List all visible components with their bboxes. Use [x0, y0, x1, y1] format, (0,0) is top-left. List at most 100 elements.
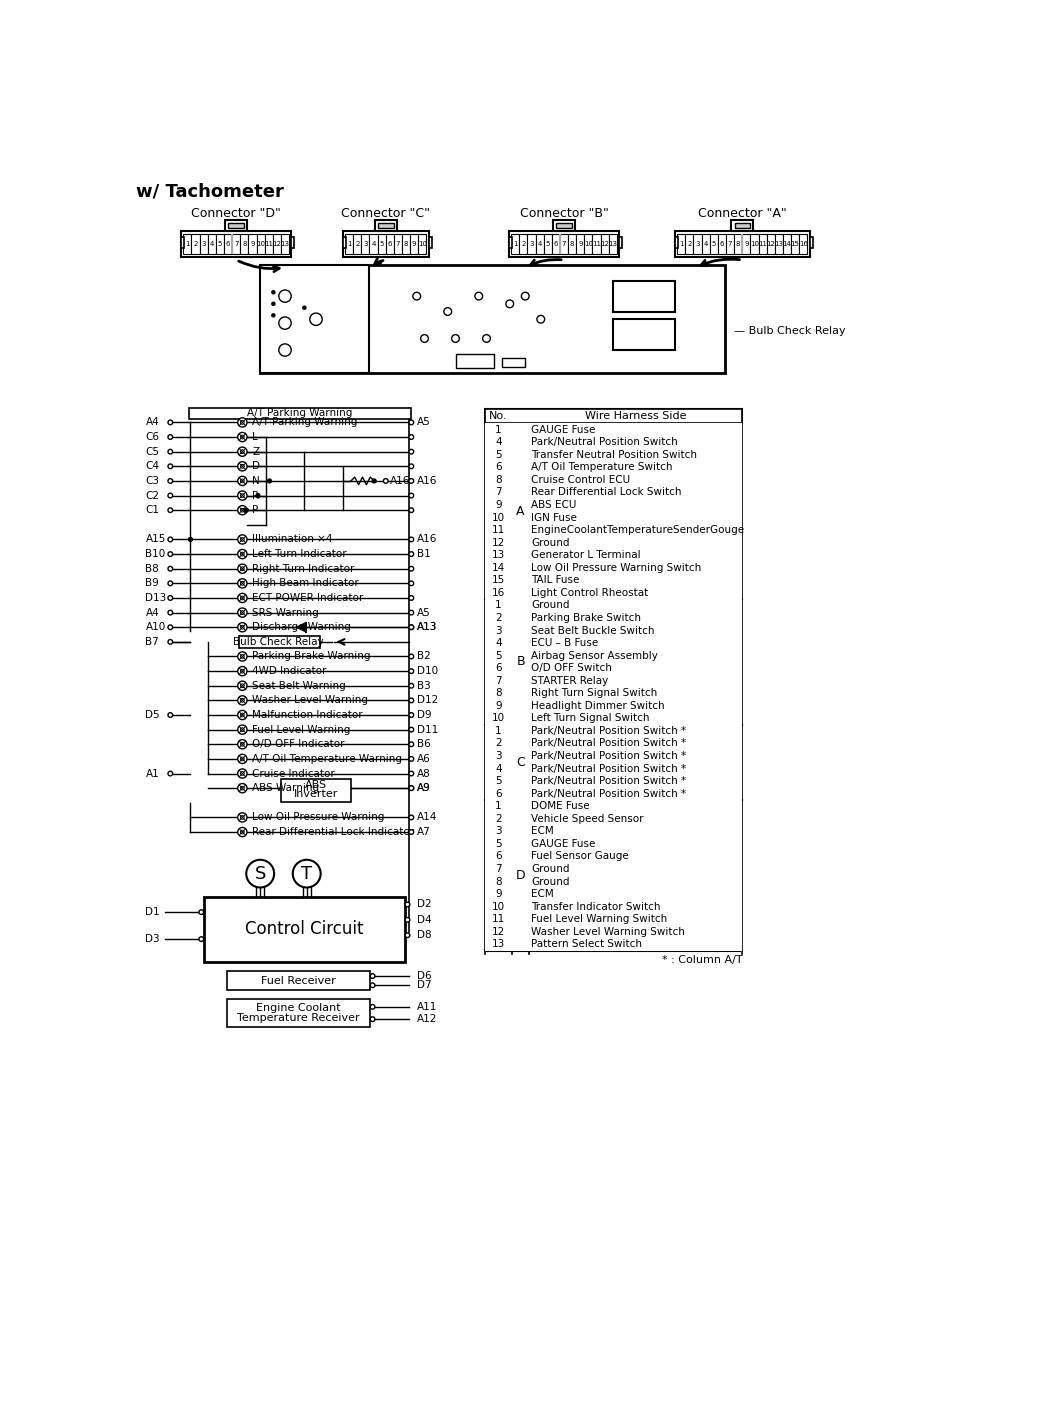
Circle shape: [271, 290, 275, 294]
Text: TAIL Fuse: TAIL Fuse: [531, 575, 580, 585]
Bar: [734, 234, 743, 254]
Circle shape: [409, 464, 414, 469]
Bar: [181, 237, 184, 248]
Bar: [791, 234, 799, 254]
Text: 7: 7: [495, 864, 502, 874]
Text: — Bulb Check Relay: — Bulb Check Relay: [734, 325, 847, 335]
Text: 4: 4: [495, 437, 502, 447]
Circle shape: [246, 859, 275, 888]
Circle shape: [240, 816, 244, 819]
Text: 6: 6: [720, 241, 724, 247]
Bar: [361, 234, 369, 254]
Text: 9: 9: [251, 241, 255, 247]
Circle shape: [409, 713, 414, 717]
Bar: [260, 265, 369, 373]
Text: Parking Brake Warning: Parking Brake Warning: [253, 651, 371, 661]
Text: 13: 13: [281, 241, 289, 247]
Text: Ground: Ground: [531, 600, 570, 610]
Bar: [584, 234, 593, 254]
Circle shape: [168, 596, 173, 600]
Circle shape: [168, 479, 173, 483]
Circle shape: [240, 538, 244, 541]
Bar: [810, 237, 813, 248]
Text: Right Turn Signal Switch: Right Turn Signal Switch: [531, 688, 657, 699]
Text: D8: D8: [417, 930, 432, 940]
Text: 2: 2: [521, 241, 525, 247]
Text: 12: 12: [272, 241, 281, 247]
Circle shape: [240, 465, 244, 468]
Circle shape: [256, 493, 260, 497]
Text: 5: 5: [546, 241, 550, 247]
Text: Washer Level Warning Switch: Washer Level Warning Switch: [531, 927, 685, 937]
Text: 12: 12: [766, 241, 775, 247]
Text: Park/Neutral Position Switch *: Park/Neutral Position Switch *: [531, 726, 686, 735]
Bar: [702, 234, 709, 254]
Text: Seat Belt Buckle Switch: Seat Belt Buckle Switch: [531, 626, 655, 635]
Bar: [378, 234, 386, 254]
Circle shape: [409, 610, 414, 614]
Text: T: T: [302, 865, 312, 882]
Text: Z: Z: [253, 447, 260, 457]
Text: C: C: [516, 755, 525, 769]
Text: A/T Oil Temperature Switch: A/T Oil Temperature Switch: [531, 462, 673, 472]
Circle shape: [244, 509, 249, 511]
Text: B3: B3: [417, 681, 431, 690]
Text: IGN Fuse: IGN Fuse: [531, 513, 577, 523]
Text: B9: B9: [146, 578, 159, 589]
Bar: [485, 624, 743, 637]
Circle shape: [238, 769, 248, 778]
Circle shape: [384, 479, 388, 483]
Bar: [386, 234, 394, 254]
Bar: [485, 926, 743, 938]
Text: D10: D10: [417, 666, 438, 676]
Text: A9: A9: [417, 783, 431, 793]
Text: 5: 5: [711, 241, 716, 247]
Text: D: D: [253, 461, 260, 471]
Bar: [183, 234, 191, 254]
Bar: [238, 635, 320, 648]
Text: D13: D13: [146, 593, 166, 603]
Text: Park/Neutral Position Switch *: Park/Neutral Position Switch *: [531, 789, 686, 799]
Bar: [485, 938, 743, 951]
Bar: [485, 862, 743, 875]
Circle shape: [238, 652, 248, 661]
Bar: [677, 234, 685, 254]
Bar: [799, 234, 807, 254]
Circle shape: [238, 579, 248, 588]
Text: 5: 5: [380, 241, 384, 247]
Bar: [734, 223, 750, 228]
Circle shape: [168, 537, 173, 541]
Text: 8: 8: [736, 241, 740, 247]
Text: ECM: ECM: [531, 889, 554, 899]
Text: Connector "A": Connector "A": [698, 207, 786, 220]
Text: w/ Tachometer: w/ Tachometer: [136, 183, 284, 201]
Bar: [249, 234, 257, 254]
Bar: [485, 800, 743, 813]
Circle shape: [409, 566, 414, 571]
Text: A12: A12: [417, 1014, 437, 1024]
Bar: [485, 688, 743, 699]
Text: Wire Harness Side: Wire Harness Side: [584, 411, 686, 421]
Bar: [229, 223, 244, 228]
Text: 11: 11: [264, 241, 274, 247]
Bar: [264, 234, 272, 254]
Bar: [485, 737, 743, 750]
Text: A: A: [516, 504, 525, 517]
Text: 2: 2: [687, 241, 692, 247]
Bar: [231, 234, 233, 254]
Circle shape: [238, 754, 248, 764]
Circle shape: [240, 509, 244, 511]
Text: Discharge Warning: Discharge Warning: [253, 623, 352, 633]
Bar: [685, 234, 694, 254]
Circle shape: [168, 610, 173, 614]
Bar: [485, 599, 743, 612]
Circle shape: [240, 435, 244, 438]
Circle shape: [409, 449, 414, 454]
Text: 8: 8: [404, 241, 409, 247]
Circle shape: [505, 300, 514, 307]
Bar: [369, 234, 378, 254]
Circle shape: [521, 292, 529, 300]
Text: C1: C1: [146, 506, 159, 516]
Text: C2: C2: [146, 490, 159, 500]
Text: 10: 10: [750, 241, 759, 247]
